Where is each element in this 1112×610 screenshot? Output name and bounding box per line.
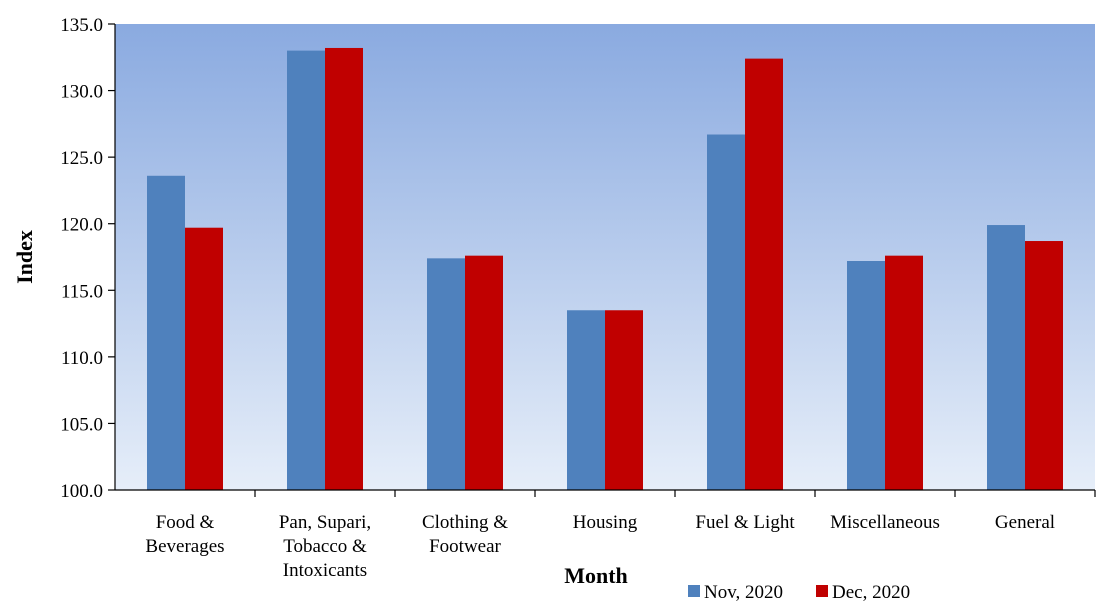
bar-dec-4 (745, 58, 783, 491)
bar-nov-4 (707, 134, 745, 490)
x-axis-title: Month (564, 563, 628, 588)
bar-nov-2 (427, 258, 465, 490)
bar-nov-6 (987, 225, 1025, 490)
y-tick-label: 105.0 (60, 414, 103, 435)
legend-label-nov: Nov, 2020 (704, 582, 783, 603)
y-tick-label: 130.0 (60, 82, 103, 103)
bar-dec-6 (1025, 241, 1063, 490)
bar-dec-2 (465, 255, 503, 490)
y-tick-label: 120.0 (60, 215, 103, 236)
legend-label-dec: Dec, 2020 (832, 582, 910, 603)
axes-layer (114, 24, 1095, 491)
x-category-label: Clothing & Footwear (422, 512, 508, 557)
bar-nov-1 (287, 50, 325, 490)
x-category-label: Housing (573, 512, 638, 533)
legend-swatch-dec (816, 585, 828, 597)
x-category-label: Fuel & Light (695, 512, 795, 533)
bar-nov-3 (567, 310, 605, 490)
y-axis-title: Index (12, 230, 37, 284)
legend: Nov, 2020 Dec, 2020 (688, 582, 910, 603)
y-axis-ticks: 100.0 105.0 110.0 115.0 120.0 125.0 130.0 135.0 (60, 15, 115, 502)
bar-dec-5 (885, 255, 923, 490)
bar-dec-1 (325, 47, 363, 491)
legend-swatch-nov (688, 585, 700, 597)
x-axis-categories: Food & Beverages Pan, Supari, Tobacco & Into… (145, 490, 1096, 581)
bars-layer (147, 47, 1063, 491)
x-category-label: Miscellaneous (830, 512, 940, 533)
bar-dec-3 (605, 310, 643, 490)
bar-nov-5 (847, 260, 885, 490)
bar-dec-0 (185, 227, 223, 491)
x-category-label: Food & Beverages (145, 512, 224, 557)
y-tick-label: 100.0 (60, 481, 103, 502)
x-category-label: Pan, Supari, Tobacco & Intoxicants (279, 512, 371, 581)
y-tick-label: 115.0 (61, 281, 103, 302)
x-category-label: General (995, 512, 1055, 533)
bar-nov-0 (147, 175, 185, 491)
y-tick-label: 135.0 (60, 15, 103, 36)
y-tick-label: 110.0 (61, 348, 103, 369)
y-tick-label: 125.0 (60, 148, 103, 169)
